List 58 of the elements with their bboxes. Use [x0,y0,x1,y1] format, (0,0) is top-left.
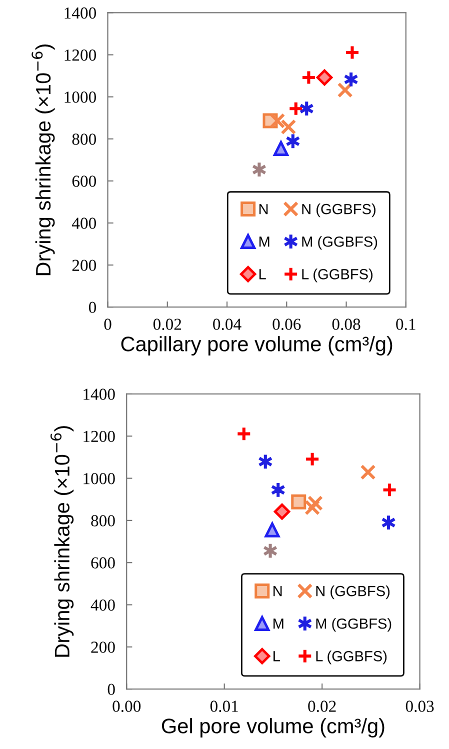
y-tick-label: 1400 [64,7,96,19]
x-tick-label: 0.04 [213,318,242,330]
y-tick-label: 600 [72,176,96,187]
legend-label: N [274,586,282,596]
point [344,44,360,60]
y-tick-label: 1200 [84,430,115,442]
y-tick-label: 0 [108,684,115,696]
y-tick-label: 400 [72,218,96,229]
x-tick-label: 0.1 [396,318,416,330]
point [300,70,316,86]
point [270,113,286,129]
legend-label: M [274,618,284,629]
point [280,119,296,135]
legend-label: L [274,651,280,662]
y-axis-title: Drying shrinkage (×10$^{−6}$) [32,44,55,276]
y-tick-label: 400 [90,599,115,611]
point [316,69,333,86]
y-tick-label: 200 [91,642,115,653]
y-tick-label: 800 [91,515,115,526]
point [264,522,280,538]
point [307,495,324,511]
x-tick-label: 0.01 [210,700,238,712]
point [360,464,376,480]
x-tick-label: 0.06 [272,318,301,330]
y-tick-label: 1400 [84,388,115,400]
y-axis-title: Drying shrinkage (×10$^{−6}$) [50,426,74,657]
x-tick-label: 0.03 [406,700,434,712]
point [304,500,320,516]
legend-label: L [259,269,266,280]
legend-label: L (GGBFS) [302,268,373,282]
point [337,82,353,98]
x-axis-title: Capillary pore volume (cm³/g) [121,336,392,356]
point [274,503,290,520]
legend-label: M (GGBFS) [316,618,392,632]
point [304,451,320,467]
point [273,141,288,156]
y-tick-label: 0 [88,302,96,314]
legend-label: M (GGBFS) [302,236,378,250]
x-tick-label: 0.02 [153,318,182,330]
y-tick-label: 600 [91,557,115,569]
x-axis-title: Gel pore volume (cm³/g) [162,718,384,738]
y-tick-label: 1000 [84,472,115,484]
legend-label: N [259,204,268,214]
legend-label: M [259,236,270,247]
legend-label: L (GGBFS) [316,650,387,664]
point [288,100,304,116]
point [291,494,306,510]
x-tick-label: 0.02 [308,700,336,712]
y-tick-label: 1000 [64,92,96,103]
point [382,482,398,498]
point [236,426,252,442]
y-tick-label: 800 [72,134,96,145]
y-tick-label: 200 [72,260,96,271]
x-tick-label: 0.00 [112,700,141,712]
legend-label: N (GGBFS) [316,586,390,600]
legend-label: N (GGBFS) [302,204,376,218]
y-tick-label: 1200 [64,49,96,61]
x-tick-label: 0.08 [332,318,360,330]
